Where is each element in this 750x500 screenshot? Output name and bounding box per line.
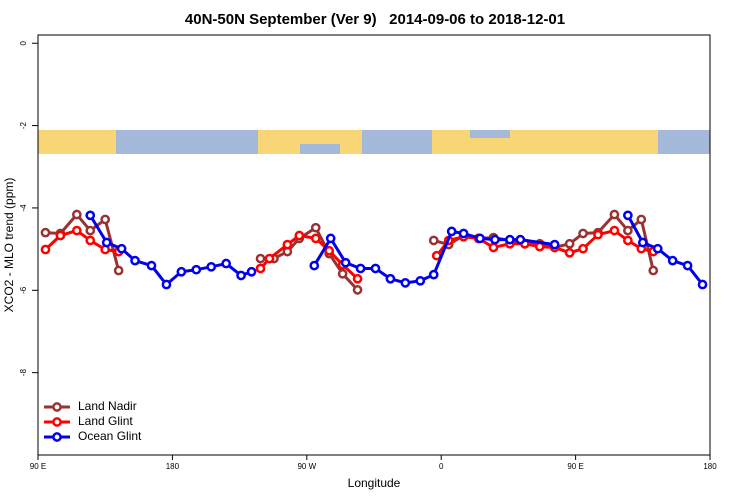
data-point — [309, 260, 320, 271]
data-point — [652, 243, 663, 254]
y-axis-label: XCO2 - MLO trend (ppm) — [2, 178, 16, 313]
data-point — [564, 247, 575, 258]
data-point — [246, 266, 257, 277]
data-point — [71, 225, 82, 236]
data-point — [428, 269, 439, 280]
data-point — [446, 226, 457, 237]
land — [38, 130, 116, 154]
legend-marker — [52, 432, 62, 442]
data-point — [352, 285, 363, 295]
ocean — [470, 130, 510, 138]
data-point — [623, 235, 633, 246]
data-point — [264, 253, 275, 264]
y-tick-label: 0 — [19, 40, 28, 45]
data-point — [100, 214, 111, 225]
data-point — [623, 210, 633, 221]
data-point — [325, 233, 336, 244]
data-point — [55, 230, 66, 241]
data-point — [488, 242, 499, 253]
ocean — [300, 144, 340, 154]
data-point — [549, 239, 560, 250]
data-point — [648, 265, 659, 276]
map-band — [38, 130, 710, 154]
y-tick-label: -8 — [19, 369, 28, 377]
data-point — [130, 255, 140, 266]
data-point — [191, 264, 202, 275]
data-point — [370, 263, 381, 274]
legend-label: Ocean Glint — [78, 429, 142, 443]
data-point — [609, 209, 620, 220]
data-point — [85, 235, 96, 246]
data-point — [458, 228, 469, 239]
plot-frame — [37, 34, 711, 456]
data-point — [505, 234, 515, 245]
data-point — [146, 260, 157, 271]
data-point — [609, 225, 620, 236]
data-point — [206, 261, 217, 272]
x-tick-label: 90 E — [567, 462, 583, 471]
data-point — [667, 255, 678, 266]
chart-title: 40N-50N September (Ver 9) 2014-09-06 to … — [185, 11, 565, 28]
y-tick-label: -2 — [19, 121, 28, 129]
data-point — [593, 229, 603, 240]
data-point — [282, 239, 293, 250]
y-tick-label: -4 — [19, 204, 28, 212]
data-point — [564, 238, 575, 249]
data-point — [85, 210, 96, 221]
legend-marker — [52, 402, 62, 412]
data-point — [337, 268, 348, 279]
data-point — [682, 260, 693, 271]
x-tick-label: 180 — [703, 462, 717, 471]
data-point — [113, 265, 124, 276]
data-point — [85, 225, 96, 236]
data-point — [415, 275, 426, 286]
data-point — [221, 258, 232, 269]
data-point — [255, 263, 266, 274]
y-tick-label: -6 — [19, 286, 28, 294]
data-point — [697, 279, 708, 290]
data-point — [385, 273, 396, 284]
data-point — [176, 266, 187, 277]
data-point — [101, 237, 112, 248]
legend-marker — [52, 417, 62, 427]
legend-label: Land Glint — [78, 414, 133, 428]
data-point — [40, 244, 51, 255]
data-point — [355, 263, 366, 274]
data-point — [71, 209, 82, 220]
data-point — [255, 253, 266, 264]
x-tick-label: 0 — [439, 462, 444, 471]
data-point — [475, 233, 485, 244]
x-axis-label: Longitude — [348, 476, 401, 490]
data-point — [637, 237, 648, 248]
data-point — [578, 228, 588, 239]
data-point — [428, 235, 439, 246]
data-point — [161, 279, 172, 290]
data-point — [294, 230, 305, 241]
x-tick-label: 180 — [166, 462, 180, 471]
data-point — [236, 270, 246, 281]
data-point — [515, 234, 526, 245]
land — [432, 130, 658, 154]
data-point — [636, 214, 647, 225]
data-point — [116, 243, 127, 254]
data-point — [352, 273, 363, 284]
data-point — [623, 225, 633, 236]
x-tick-label: 90 E — [30, 462, 46, 471]
data-point — [578, 243, 588, 254]
legend-label: Land Nadir — [78, 399, 137, 413]
data-point — [490, 234, 500, 245]
data-point — [340, 257, 351, 268]
x-tick-label: 90 W — [297, 462, 316, 471]
data-point — [40, 227, 51, 238]
data-point — [400, 278, 411, 288]
data-point — [310, 222, 321, 233]
data-point — [324, 245, 335, 256]
data-point — [310, 233, 321, 244]
